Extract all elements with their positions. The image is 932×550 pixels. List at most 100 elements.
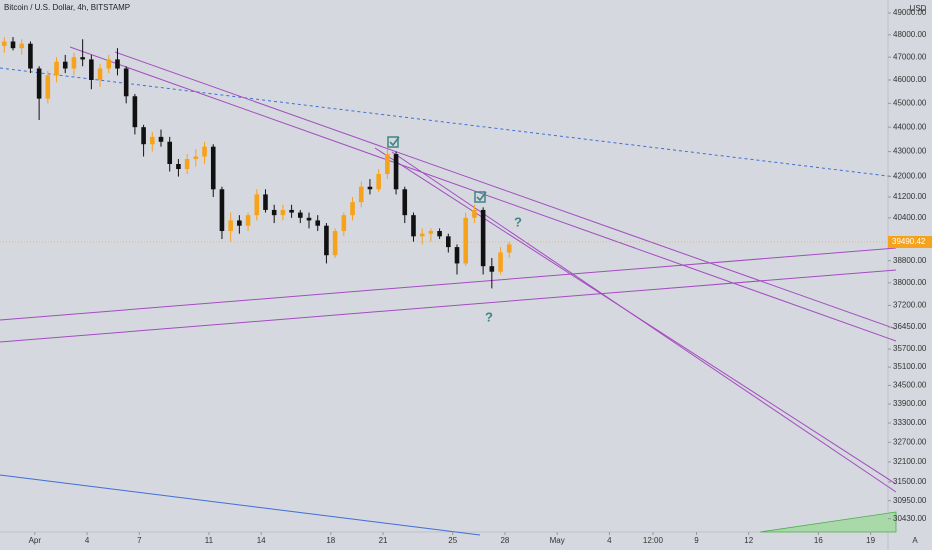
- candle-body: [132, 96, 138, 128]
- candle-body: [97, 68, 103, 80]
- candle-body: [54, 61, 59, 76]
- candle-body: [193, 156, 199, 160]
- candle-body: [393, 154, 399, 190]
- y-tick-label: 48000.00: [893, 30, 927, 39]
- dashed-trendline: [0, 67, 897, 178]
- y-tick-label: 30430.00: [893, 514, 927, 523]
- candle-body: [263, 194, 268, 210]
- y-tick-label: 47000.00: [893, 52, 927, 61]
- x-tick-label: 12:00: [643, 536, 664, 545]
- candle-body: [341, 215, 347, 232]
- last-price-label: 39490.42: [892, 237, 926, 246]
- y-tick-label: 37200.00: [893, 301, 927, 310]
- x-tick-label: 18: [326, 536, 335, 545]
- check-icon: [387, 136, 400, 148]
- y-tick-label: 45000.00: [893, 98, 927, 107]
- question-mark: ?: [514, 214, 522, 229]
- candle-body: [123, 68, 129, 97]
- candle-body: [80, 57, 85, 60]
- candle-body: [385, 154, 390, 175]
- purple-trendline: [391, 151, 897, 493]
- y-tick-label: 40400.00: [893, 213, 927, 222]
- candle-body: [506, 244, 512, 253]
- candle-body: [2, 41, 7, 46]
- y-tick-label: 49000.00: [893, 8, 927, 17]
- candle-body: [411, 215, 416, 237]
- y-tick-label: 43000.00: [893, 147, 927, 156]
- purple-support: [0, 247, 897, 321]
- candle-body: [254, 194, 260, 216]
- purple-support: [0, 269, 897, 343]
- candle-body: [45, 75, 51, 99]
- x-tick-label: 11: [205, 536, 214, 545]
- candle-body: [454, 247, 460, 264]
- x-tick-label: 4: [607, 536, 612, 545]
- candle-body: [498, 252, 503, 272]
- x-tick-label: 7: [137, 536, 142, 545]
- candle-body: [358, 186, 364, 203]
- candle-body: [228, 220, 233, 232]
- candle-body: [106, 59, 112, 69]
- candle-body: [332, 231, 338, 256]
- candle-body: [376, 174, 381, 190]
- question-mark: ?: [485, 309, 493, 324]
- y-tick-label: 35700.00: [893, 344, 927, 353]
- candle-body: [176, 164, 181, 170]
- candle-body: [280, 209, 286, 216]
- candle-body: [115, 59, 120, 69]
- y-tick-label: 41200.00: [893, 192, 927, 201]
- candle-body: [10, 41, 16, 49]
- candle-body: [184, 159, 190, 170]
- candle-body: [419, 233, 425, 237]
- candle-body: [28, 43, 33, 69]
- candle-body: [289, 209, 294, 213]
- x-tick-label: 12: [744, 536, 753, 545]
- candle-body: [150, 136, 155, 145]
- x-tick-label: 9: [694, 536, 699, 545]
- candle-body: [480, 209, 486, 267]
- y-tick-label: 42000.00: [893, 172, 927, 181]
- candle-body: [489, 266, 495, 272]
- candle-body: [245, 215, 251, 226]
- candle-body: [237, 220, 242, 226]
- candle-body: [463, 217, 469, 264]
- candle-body: [446, 236, 451, 248]
- y-tick-label: 33300.00: [893, 418, 927, 427]
- candle-body: [36, 68, 42, 99]
- x-tick-label: Apr: [29, 536, 42, 545]
- candle-body: [402, 189, 408, 216]
- y-tick-label: 35100.00: [893, 362, 927, 371]
- candle-body: [298, 212, 303, 218]
- candle-body: [158, 136, 164, 142]
- purple-trendline: [114, 51, 897, 330]
- x-tick-label: 21: [379, 536, 388, 545]
- candle-body: [19, 43, 25, 49]
- candle-body: [141, 127, 146, 145]
- candle-body: [472, 209, 477, 218]
- x-tick-label: May: [550, 536, 565, 545]
- y-tick-label: 31500.00: [893, 477, 927, 486]
- candle-body: [315, 220, 321, 226]
- x-tick-label: 28: [500, 536, 509, 545]
- candle-body: [324, 225, 329, 256]
- x-tick-label: 4: [85, 536, 90, 545]
- y-tick-label: 46000.00: [893, 75, 927, 84]
- candle-body: [428, 231, 434, 234]
- candle-body: [210, 146, 216, 190]
- y-tick-label: 38000.00: [893, 278, 927, 287]
- check-icon: [474, 191, 487, 203]
- green-projection: [759, 511, 897, 533]
- drawings: [0, 46, 897, 536]
- purple-trendline: [69, 46, 897, 342]
- currency-label: USD: [910, 4, 927, 13]
- candle-body: [350, 202, 355, 216]
- candle-body: [62, 61, 68, 69]
- candle-body: [437, 231, 442, 237]
- y-tick-label: 32100.00: [893, 457, 927, 466]
- candle-body: [71, 57, 77, 69]
- candle-body: [167, 141, 173, 165]
- candle-body: [367, 186, 373, 190]
- candle-body: [306, 217, 312, 221]
